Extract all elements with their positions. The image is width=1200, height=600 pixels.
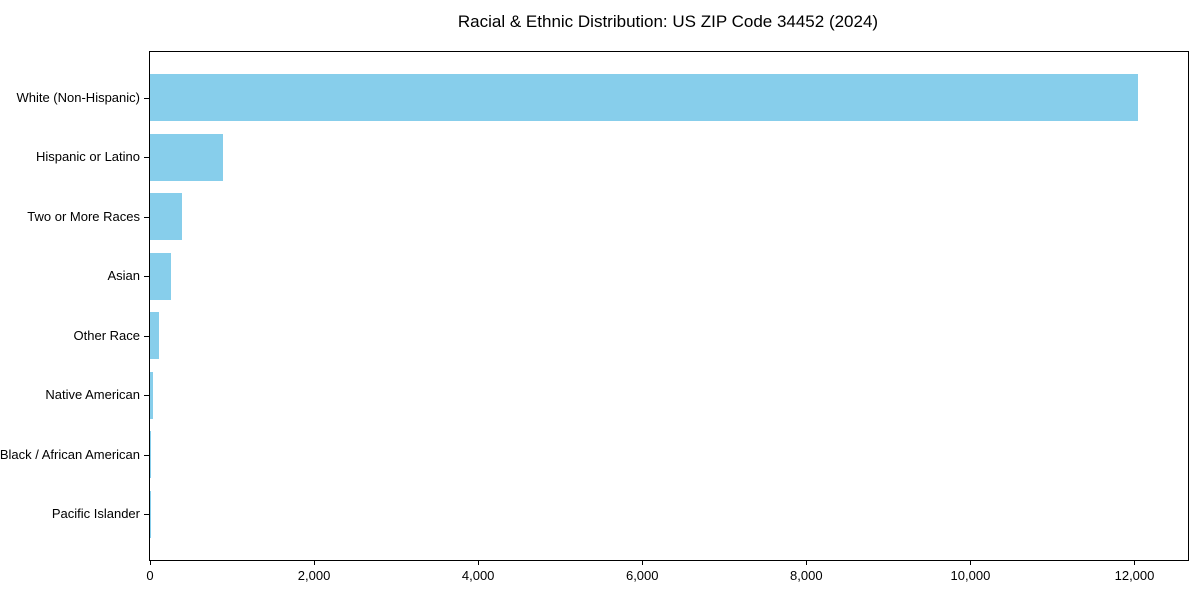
x-axis-label-2000: 2,000 <box>297 568 331 583</box>
y-axis-tick-hispanic-or-latino <box>144 157 150 159</box>
x-axis-label-10000: 10,000 <box>950 568 991 583</box>
y-axis-label-hispanic-or-latino: Hispanic or Latino <box>35 149 140 165</box>
y-axis-label-black-african-american: Black / African American <box>0 446 140 462</box>
y-axis-tick-two-or-more-races <box>144 216 150 218</box>
y-axis-tick-black-african-american <box>144 454 150 456</box>
bar-white-non-hispanic <box>150 74 1139 122</box>
x-axis-tick-2000 <box>313 560 315 565</box>
y-axis-label-native-american: Native American <box>45 387 140 403</box>
bar-two-or-more-races <box>150 193 182 241</box>
y-axis-label-pacific-islander: Pacific Islander <box>51 506 140 522</box>
bar-hispanic-or-latino <box>150 133 224 181</box>
x-axis-tick-4000 <box>477 560 479 565</box>
x-axis-tick-8000 <box>805 560 807 565</box>
y-axis-label-white-non-hispanic: White (Non-Hispanic) <box>16 89 140 105</box>
x-axis-tick-6000 <box>641 560 643 565</box>
y-axis-tick-native-american <box>144 395 150 397</box>
x-axis-label-8000: 8,000 <box>790 568 823 583</box>
plot-area: White (Non-Hispanic) Hispanic or Latino Tw… <box>0 51 1189 583</box>
x-axis-label-4000: 4,000 <box>461 568 495 583</box>
x-axis-label-6000: 6,000 <box>625 568 659 583</box>
bar-asian <box>150 252 171 300</box>
y-axis-tick-white-non-hispanic <box>144 97 150 99</box>
x-axis-tick-10000 <box>969 560 971 565</box>
bar-other-race <box>150 312 160 360</box>
chart-title: Racial & Ethnic Distribution: US ZIP Cod… <box>457 12 879 31</box>
x-axis-tick-12000 <box>1134 560 1135 565</box>
bar-native-american <box>150 371 153 419</box>
x-axis-label-0: 0 <box>146 568 154 583</box>
bar-black-african-american <box>150 431 151 479</box>
x-axis-label-12000: 12,000 <box>1114 568 1155 583</box>
y-axis-label-other-race: Other Race <box>73 327 140 343</box>
y-axis-tick-pacific-islander <box>144 514 150 516</box>
y-axis-label-two-or-more-races: Two or More Races <box>27 208 140 224</box>
x-axis-tick-0 <box>149 560 151 565</box>
y-axis-label-asian: Asian <box>107 268 140 284</box>
y-axis-tick-other-race <box>144 335 150 337</box>
y-axis-tick-asian <box>144 276 150 278</box>
